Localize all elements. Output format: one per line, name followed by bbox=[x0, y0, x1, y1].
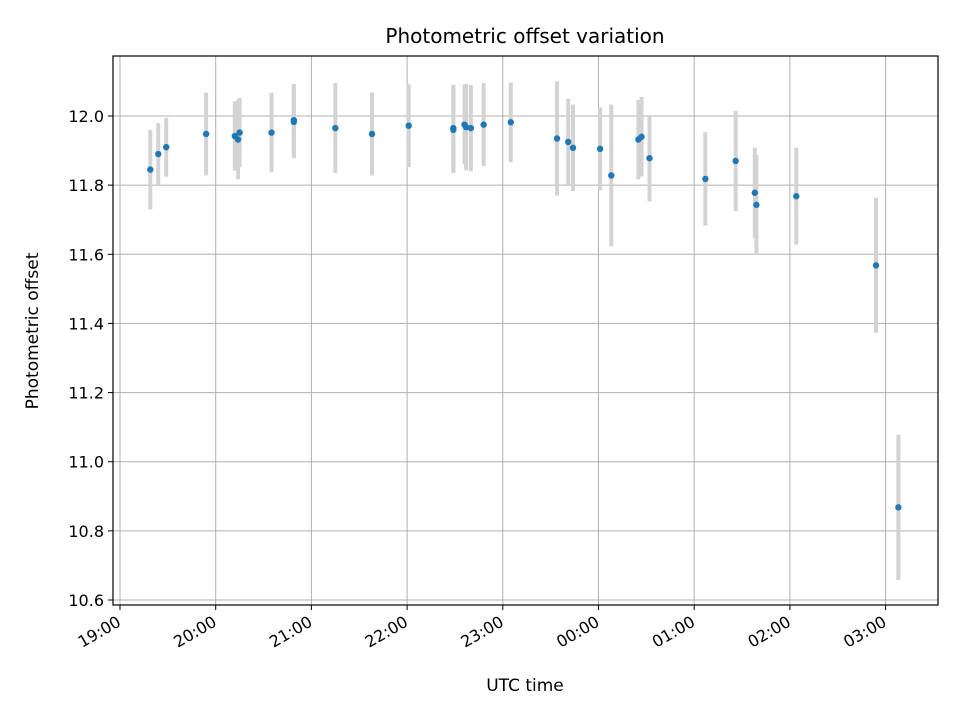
x-tick-label: 22:00 bbox=[362, 612, 411, 652]
data-point bbox=[702, 175, 709, 183]
plot-frame bbox=[112, 55, 939, 606]
data-point bbox=[450, 126, 457, 134]
data-point bbox=[895, 504, 902, 511]
data-point bbox=[467, 124, 475, 132]
data-point bbox=[147, 166, 154, 173]
data-point bbox=[480, 121, 487, 128]
data-point bbox=[405, 122, 412, 129]
y-tick-label: 12.0 bbox=[68, 107, 104, 126]
data-point bbox=[638, 133, 645, 140]
data-point bbox=[872, 262, 880, 269]
data-point bbox=[753, 201, 760, 209]
data-point bbox=[732, 157, 739, 165]
data-point bbox=[569, 144, 577, 152]
data-point bbox=[564, 138, 572, 146]
chart-title: Photometric offset variation bbox=[385, 24, 664, 48]
x-tick-label: 20:00 bbox=[170, 612, 219, 652]
y-tick-label: 11.0 bbox=[68, 453, 104, 472]
data-points bbox=[147, 116, 902, 511]
data-point bbox=[462, 123, 470, 131]
data-point bbox=[332, 124, 339, 132]
y-tick-label: 11.8 bbox=[68, 176, 104, 195]
data-point bbox=[155, 150, 162, 158]
x-tick-label: 01:00 bbox=[649, 612, 698, 652]
x-tick-label: 21:00 bbox=[266, 612, 315, 652]
data-point bbox=[202, 130, 210, 138]
data-point bbox=[236, 129, 243, 136]
data-point bbox=[368, 130, 376, 138]
error-bars bbox=[148, 81, 901, 580]
y-tick-label: 11.4 bbox=[68, 314, 104, 333]
y-tick-label: 10.8 bbox=[68, 522, 104, 541]
data-point bbox=[646, 154, 653, 162]
data-point bbox=[596, 145, 604, 153]
y-tick-label: 11.6 bbox=[68, 245, 104, 264]
data-point bbox=[793, 193, 800, 200]
data-point bbox=[234, 136, 242, 143]
data-point bbox=[553, 135, 561, 142]
x-tick-label: 19:00 bbox=[75, 612, 124, 652]
x-axis-label: UTC time bbox=[486, 676, 564, 696]
x-axis-ticks: 19:00 20:00 21:00 22:00 23:00 00:00 01:00 02:00… bbox=[75, 605, 890, 652]
data-point bbox=[751, 189, 759, 196]
x-tick-label: 03:00 bbox=[840, 612, 889, 652]
x-tick-label: 02:00 bbox=[744, 612, 793, 652]
x-tick-label: 00:00 bbox=[553, 612, 602, 652]
y-tick-label: 11.2 bbox=[68, 384, 104, 403]
y-tick-label: 10.6 bbox=[68, 591, 104, 610]
data-point bbox=[608, 172, 615, 179]
data-point bbox=[268, 129, 275, 136]
data-point bbox=[290, 118, 298, 126]
y-axis-label: Photometric offset bbox=[23, 252, 43, 409]
x-tick-label: 23:00 bbox=[457, 612, 506, 652]
y-axis-ticks: 10.6 10.8 11.0 11.2 11.4 11.6 11.8 12.0 bbox=[68, 107, 113, 610]
data-point bbox=[163, 143, 170, 151]
data-point bbox=[507, 119, 514, 126]
